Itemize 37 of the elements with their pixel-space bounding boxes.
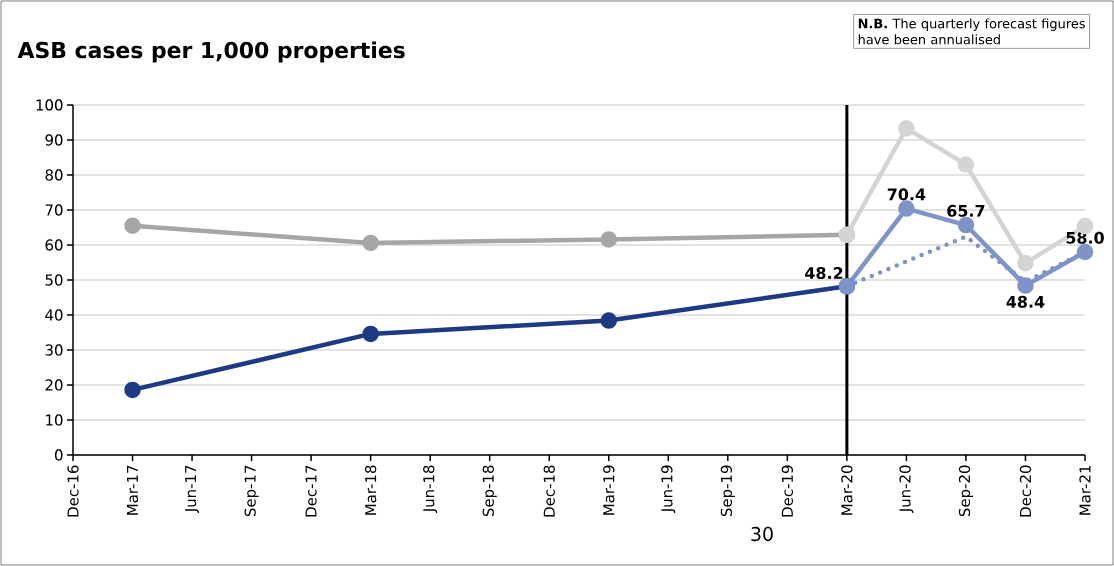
y-tick-label: 20 [45, 379, 63, 391]
x-tick-label: Mar-21 [1079, 465, 1091, 515]
x-tick-label: Dec-16 [67, 465, 79, 517]
x-tick-label: Dec-20 [1019, 465, 1032, 517]
text: 30 [751, 526, 773, 542]
y-tick-label: 80 [45, 169, 63, 181]
y-tick-label: 0 [54, 449, 63, 461]
data-label: 58.0 [1066, 231, 1104, 244]
data-label: 48.4 [1006, 295, 1045, 308]
text: N.B. The quarterly forecast figures have been annualised [858, 18, 1085, 45]
data-label: 70.4 [887, 188, 926, 201]
x-tick-label: Jun-20 [899, 465, 914, 514]
y-tick-label: 50 [45, 274, 63, 286]
x-tick-label: Dec-18 [543, 465, 555, 517]
y-tick-label: 90 [45, 134, 63, 146]
x-tick-label: Sep-17 [244, 465, 259, 517]
x-tick-label: Mar-19 [603, 465, 615, 515]
x-tick-label: Sep-18 [482, 465, 497, 517]
x-tick-label: Sep-20 [958, 465, 974, 517]
x-tick-label: Dec-19 [781, 465, 793, 517]
y-tick-label: 60 [45, 239, 63, 251]
y-tick-label: 10 [46, 414, 63, 426]
x-tick-label: Mar-18 [364, 465, 377, 515]
x-tick-label: Mar-20 [841, 465, 853, 515]
y-tick-label: 30 [45, 344, 63, 356]
data-label: 65.7 [947, 204, 985, 217]
chart-title: ASB cases per 1,000 properties [17, 41, 405, 63]
x-tick-label: Jun-18 [423, 465, 438, 514]
x-tick-label: Sep-19 [720, 465, 735, 517]
x-tick-label: Jun-19 [661, 465, 676, 514]
x-tick-label: Mar-17 [126, 465, 139, 515]
y-tick-label: 70 [45, 204, 63, 216]
y-tick-label: 100 [36, 99, 63, 111]
x-tick-label: Dec-17 [305, 465, 317, 517]
y-tick-label: 40 [45, 309, 63, 321]
x-tick-label: Jun-17 [185, 465, 199, 514]
data-label: 48.2 [805, 267, 843, 280]
